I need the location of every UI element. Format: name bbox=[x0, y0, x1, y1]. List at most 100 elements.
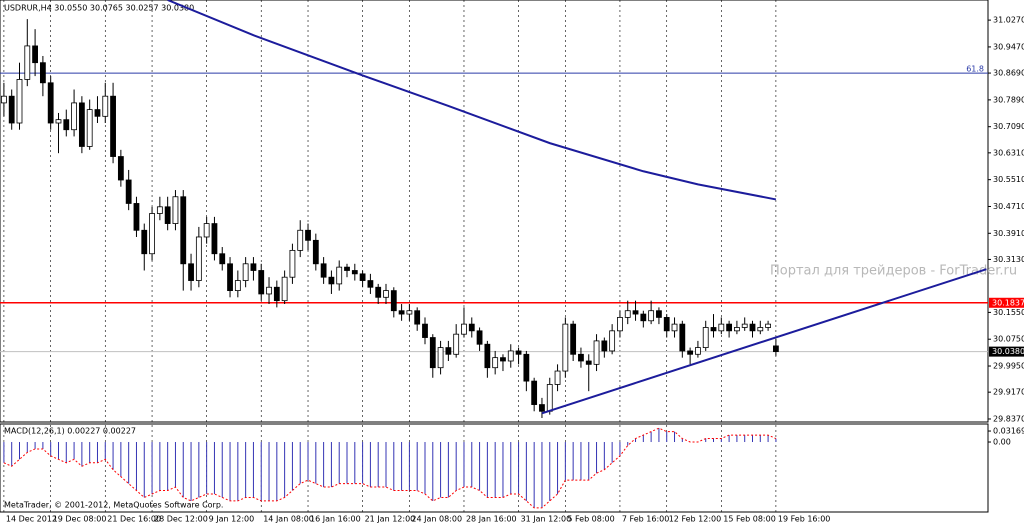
y-tick-label: 30.7890 bbox=[993, 95, 1024, 104]
candle-body bbox=[609, 330, 616, 352]
candle-body bbox=[445, 347, 452, 355]
candle-body bbox=[765, 323, 771, 328]
candle-body bbox=[624, 310, 631, 318]
candle-body bbox=[250, 263, 257, 271]
candle-body bbox=[593, 340, 600, 365]
candle-body bbox=[0, 95, 7, 104]
x-tick-label: 19 Feb 16:00 bbox=[778, 515, 830, 524]
candle-body bbox=[453, 333, 460, 355]
macd-frame bbox=[0, 423, 989, 513]
candle-body bbox=[757, 327, 764, 332]
x-tick-label: 24 Jan 08:00 bbox=[411, 515, 462, 524]
candle-body bbox=[617, 317, 623, 332]
candle-body bbox=[211, 223, 218, 255]
candle-body bbox=[305, 229, 311, 241]
x-tick-label: 15 Feb 08:00 bbox=[723, 515, 775, 524]
candle-body bbox=[242, 263, 249, 281]
candle-body bbox=[164, 206, 171, 224]
chart-title: USDRUR,H4 30.0550 30.0765 30.0257 30.038… bbox=[4, 4, 194, 13]
candle-body bbox=[585, 360, 592, 365]
fibo-level-label: 61.8 bbox=[966, 65, 984, 74]
candle-body bbox=[180, 196, 187, 265]
candle-body bbox=[133, 203, 140, 231]
candle-body bbox=[601, 340, 608, 352]
y-tick-label: 29.8370 bbox=[993, 414, 1024, 423]
candle-body bbox=[656, 310, 662, 318]
candle-body bbox=[484, 343, 491, 369]
candle-body bbox=[149, 213, 155, 255]
resistance-line-tag-label: 30.1837 bbox=[992, 298, 1024, 307]
y-tick-label: 30.0750 bbox=[993, 335, 1024, 344]
y-tick-label: 30.8690 bbox=[993, 69, 1024, 78]
y-tick-label: 30.7090 bbox=[993, 122, 1024, 131]
y-tick-label: 30.6310 bbox=[993, 148, 1024, 157]
candle-body bbox=[297, 229, 304, 251]
y-tick-label: 29.9950 bbox=[993, 362, 1024, 371]
candle-body bbox=[461, 323, 467, 335]
y-tick-label: 30.9470 bbox=[993, 42, 1024, 51]
candle-body bbox=[227, 263, 233, 292]
candle-body bbox=[546, 384, 553, 412]
candle-body bbox=[406, 310, 413, 315]
resistance-line-tag bbox=[989, 297, 1024, 308]
y-tick-label: 0.00 bbox=[993, 438, 1011, 447]
x-tick-label: 19 Dec 08:00 bbox=[53, 515, 107, 524]
candle-body bbox=[258, 270, 265, 295]
candle-body bbox=[117, 156, 124, 181]
candle-body bbox=[562, 323, 569, 372]
candle-body bbox=[507, 350, 514, 362]
candle-body bbox=[422, 323, 428, 338]
x-tick-label: 14 Dec 2012 bbox=[6, 515, 57, 524]
candle-body bbox=[539, 404, 545, 412]
x-tick-label: 21 Dec 16:00 bbox=[107, 515, 161, 524]
candle-body bbox=[328, 276, 335, 285]
candle-body bbox=[531, 380, 538, 405]
candle-body bbox=[219, 253, 226, 265]
candle-body bbox=[24, 45, 31, 80]
y-tick-label: 0.03169 bbox=[993, 427, 1024, 436]
candle-body bbox=[47, 82, 54, 124]
copyright: MetaTrader, © 2001-2012, MetaQuotes Soft… bbox=[4, 501, 223, 510]
candle-body bbox=[281, 276, 288, 302]
candle-body bbox=[383, 290, 389, 298]
moving-average bbox=[167, 0, 777, 201]
candle-body bbox=[125, 179, 132, 204]
candle-body bbox=[39, 62, 46, 84]
candle-body bbox=[156, 206, 163, 214]
candle-body bbox=[492, 357, 499, 369]
candle-body bbox=[632, 310, 639, 315]
candle-body bbox=[437, 347, 444, 369]
candle-body bbox=[414, 310, 421, 325]
candle-body bbox=[367, 280, 374, 288]
x-tick-label: 5 Feb 08:00 bbox=[567, 515, 614, 524]
x-tick-label: 9 Jan 12:00 bbox=[209, 515, 255, 524]
x-tick-label: 28 Dec 12:00 bbox=[154, 515, 208, 524]
candle-body bbox=[359, 273, 366, 281]
candle-body bbox=[289, 249, 296, 278]
candle-body bbox=[523, 353, 530, 382]
candle-body bbox=[203, 223, 210, 238]
y-tick-label: 31.0270 bbox=[993, 16, 1024, 25]
candle-body bbox=[234, 280, 241, 292]
candle-body bbox=[102, 95, 109, 117]
candle-body bbox=[734, 327, 740, 332]
y-tick-label: 29.9170 bbox=[993, 388, 1024, 397]
candle-body bbox=[195, 236, 202, 281]
candle-body bbox=[273, 286, 280, 302]
macd-signal bbox=[3, 427, 777, 509]
y-tick-label: 30.3130 bbox=[993, 255, 1024, 264]
candle-body bbox=[710, 327, 717, 332]
candle-body bbox=[749, 323, 756, 332]
candle-body bbox=[741, 323, 748, 328]
candle-body bbox=[578, 353, 584, 362]
candle-body bbox=[687, 350, 694, 355]
bid-line-tag bbox=[989, 346, 1024, 357]
y-tick-label: 30.1550 bbox=[993, 308, 1024, 317]
candle-body bbox=[8, 95, 15, 124]
x-tick-label: 12 Feb 12:00 bbox=[669, 515, 721, 524]
candle-body bbox=[468, 323, 475, 332]
candle-body bbox=[429, 337, 436, 369]
candle-body bbox=[390, 290, 397, 312]
candle-body bbox=[702, 327, 709, 348]
y-tick-label: 30.5510 bbox=[993, 175, 1024, 184]
